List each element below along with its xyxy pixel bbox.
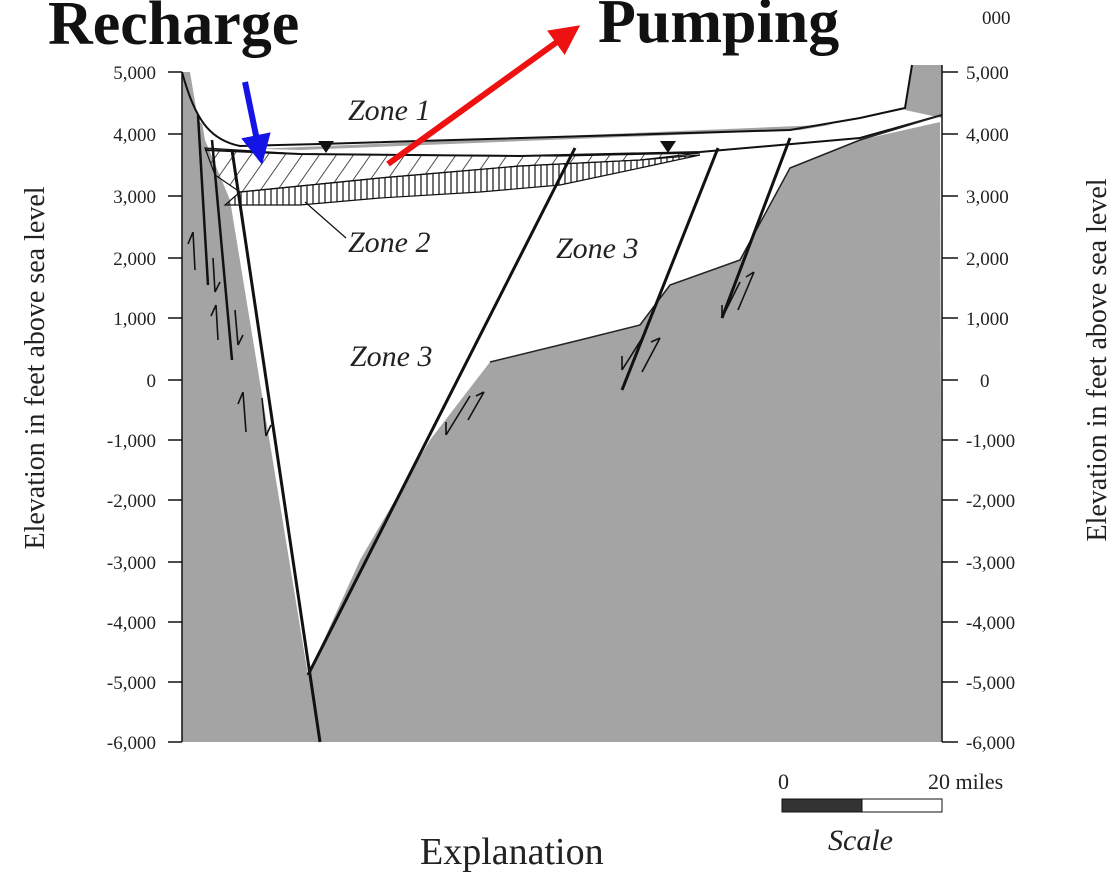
right-tick-label: 4,000 [966, 125, 1009, 146]
scale-bar-light [861, 798, 943, 813]
zone3-upper-label: Zone 3 [556, 232, 639, 265]
left-tick-label: 0 [147, 371, 157, 392]
left-tick-label: 2,000 [113, 249, 156, 270]
left-axis-ticks [168, 71, 182, 743]
zone3-lower-label: Zone 3 [350, 340, 433, 373]
left-tick-label: 4,000 [113, 125, 156, 146]
fault-line [230, 149, 322, 743]
fault-line [720, 137, 792, 319]
left-tick-label: -2,000 [107, 491, 156, 512]
left-tick-label: -6,000 [107, 733, 156, 754]
explanation-label: Explanation [420, 831, 604, 872]
right-tick-label: -3,000 [966, 553, 1015, 574]
recharge-arrow [241, 81, 271, 165]
basin-fill [200, 110, 942, 675]
right-tick-labels: 000 5,000 4,000 3,000 2,000 1,000 0 -1,0… [966, 8, 1015, 754]
right-axis-ticks [942, 71, 958, 743]
zone1-label: Zone 1 [348, 94, 431, 127]
right-tick-label: -1,000 [966, 431, 1015, 452]
zone2-label: Zone 2 [348, 226, 431, 259]
right-axis-label: Elevation in feet above sea level [1082, 178, 1112, 541]
zone2-bars [223, 154, 701, 206]
left-tick-label: -5,000 [107, 673, 156, 694]
right-tick-label: 3,000 [966, 187, 1009, 208]
left-tick-label: 3,000 [113, 187, 156, 208]
right-tick-label: -2,000 [966, 491, 1015, 512]
land-surface [181, 64, 913, 148]
right-tick-label: 1,000 [966, 309, 1009, 330]
right-tick-label: 000 [982, 8, 1011, 29]
right-tick-label: -4,000 [966, 613, 1015, 634]
recharge-label: Recharge [48, 0, 299, 58]
right-tick-label: -6,000 [966, 733, 1015, 754]
right-mountain [905, 65, 942, 118]
pumping-arrow [386, 25, 581, 167]
fault-line [196, 114, 210, 286]
water-table-marker [660, 141, 676, 153]
left-tick-label: -1,000 [107, 431, 156, 452]
scale-end-label: 20 miles [928, 769, 1003, 794]
fault-line [210, 139, 234, 361]
zone2-leader [304, 201, 347, 239]
water-table-marker [318, 141, 334, 153]
right-tick-label: 2,000 [966, 249, 1009, 270]
scale-bar-dark [781, 798, 863, 813]
scale-start-label: 0 [778, 769, 789, 794]
pumping-label: Pumping [598, 0, 839, 56]
left-tick-label: -4,000 [107, 613, 156, 634]
fault-line [306, 147, 577, 676]
right-tick-label: 0 [980, 371, 990, 392]
left-tick-label: 1,000 [113, 309, 156, 330]
bedrock-contact [489, 114, 943, 363]
left-axis-label: Elevation in feet above sea level [20, 186, 51, 549]
left-tick-labels: 5,000 4,000 3,000 2,000 1,000 0 -1,000 -… [107, 63, 156, 754]
fault-arrows [187, 231, 755, 437]
left-tick-label: 5,000 [113, 63, 156, 84]
right-tick-label: -5,000 [966, 673, 1015, 694]
left-tick-label: -3,000 [107, 553, 156, 574]
right-tick-label: 5,000 [966, 63, 1009, 84]
scale-caption: Scale [828, 824, 893, 857]
fault-line [620, 147, 720, 391]
